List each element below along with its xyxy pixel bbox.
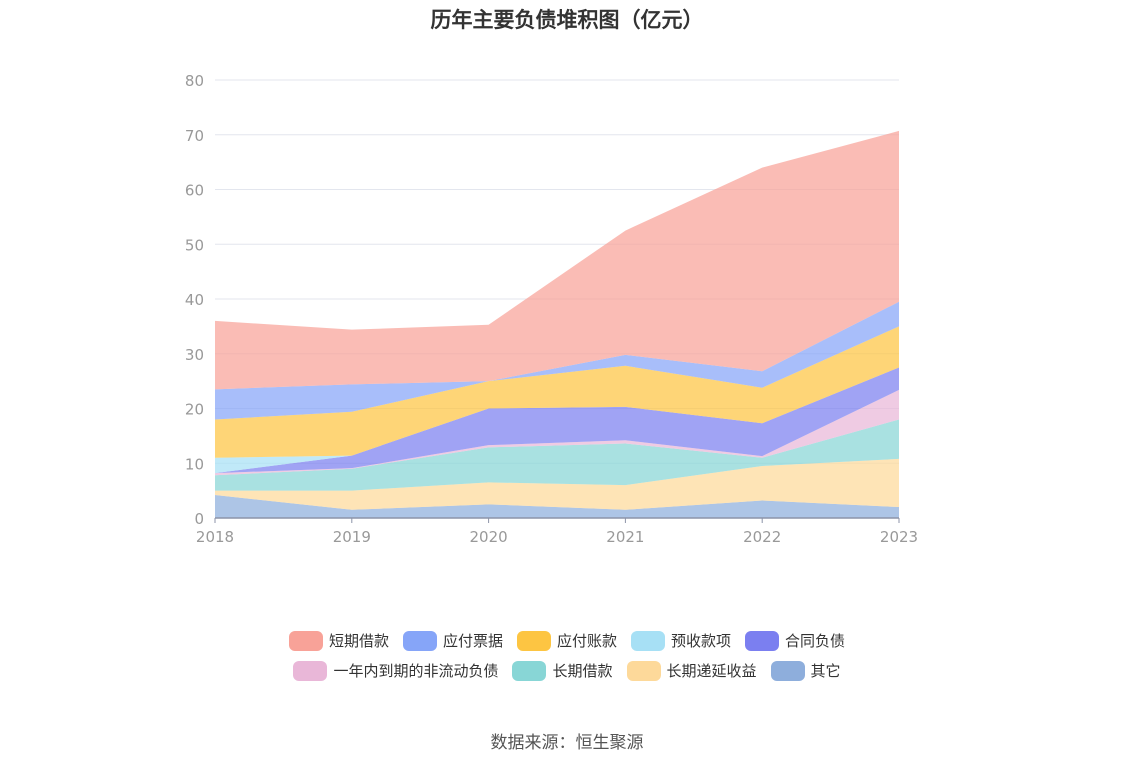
- y-tick-label: 70: [185, 127, 204, 145]
- legend-swatch: [293, 660, 328, 681]
- legend-item[interactable]: 应付账款: [516, 630, 617, 651]
- legend-row: 一年内到期的非流动负债 长期借款 长期递延收益 其它: [293, 660, 841, 681]
- y-tick-label: 0: [194, 510, 204, 528]
- x-tick-label: 2023: [880, 528, 918, 546]
- legend-label: 其它: [810, 662, 841, 680]
- legend-swatch: [745, 630, 780, 651]
- area-长期递延收益: [215, 458, 899, 510]
- x-tick-label: 2020: [470, 528, 508, 546]
- legend-item[interactable]: 其它: [770, 660, 841, 681]
- legend-label: 合同负债: [785, 632, 846, 650]
- area-长期借款: [215, 419, 899, 491]
- legend-label: 长期借款: [552, 662, 613, 680]
- chart-title: 历年主要负债堆积图（亿元）: [430, 8, 704, 32]
- x-tick-label: 2018: [196, 528, 234, 546]
- y-tick-label: 30: [185, 346, 204, 364]
- y-tick-label: 80: [185, 72, 204, 90]
- legend-label: 长期递延收益: [666, 662, 757, 680]
- area-预收款项: [215, 367, 899, 474]
- y-tick-label: 50: [185, 236, 204, 254]
- legend-swatch: [402, 630, 437, 651]
- legend-item[interactable]: 长期借款: [512, 660, 613, 681]
- legend-item[interactable]: 应付票据: [402, 630, 503, 651]
- legend-swatch: [288, 630, 323, 651]
- legend-label: 短期借款: [328, 632, 389, 650]
- x-tick-label: 2022: [743, 528, 781, 546]
- area-series-group: [215, 130, 899, 518]
- legend-swatch: [770, 660, 805, 681]
- legend-label: 一年内到期的非流动负债: [333, 662, 499, 680]
- axes: 0 10 20 30 40 50 60 70 80 2018 2019 2020 2021 2022 202…: [185, 72, 918, 546]
- y-tick-label: 40: [185, 291, 204, 309]
- legend-item[interactable]: 合同负债: [745, 630, 845, 651]
- area-短期借款: [215, 130, 899, 390]
- area-应付票据: [215, 301, 899, 420]
- x-tick-label: 2021: [606, 528, 644, 546]
- legend-label: 预收款项: [671, 632, 732, 650]
- area-一年内到期的非流动负债: [215, 389, 899, 476]
- stacked-area-chart: 0 10 20 30 40 50 60 70 80 2018 2019 2020 2021 2022 202…: [185, 72, 918, 546]
- y-tick-label: 20: [185, 401, 204, 419]
- area-其它: [215, 495, 899, 518]
- legend-item[interactable]: 预收款项: [631, 630, 731, 651]
- y-tick-label: 10: [185, 455, 204, 473]
- legend-swatch: [516, 630, 551, 651]
- legend-swatch: [631, 630, 665, 651]
- legend-item[interactable]: 一年内到期的非流动负债: [293, 660, 498, 681]
- area-应付账款: [215, 326, 899, 458]
- legend: 短期借款 应付票据 应付账款 预收款项 合同负债一年内到期的非流动负债 长期借款 长期递延收…: [0, 630, 1134, 681]
- legend-row: 短期借款 应付票据 应付账款 预收款项 合同负债: [288, 630, 845, 651]
- y-tick-label: 60: [185, 182, 204, 200]
- legend-label: 应付账款: [556, 632, 617, 650]
- x-tick-label: 2019: [333, 528, 371, 546]
- area-合同负债: [215, 367, 899, 474]
- legend-swatch: [626, 660, 661, 681]
- legend-swatch: [512, 660, 547, 681]
- legend-label: 应付票据: [442, 632, 503, 650]
- source-note: 数据来源：恒生聚源: [490, 733, 644, 753]
- legend-item[interactable]: 短期借款: [288, 630, 389, 651]
- legend-item[interactable]: 长期递延收益: [626, 660, 757, 681]
